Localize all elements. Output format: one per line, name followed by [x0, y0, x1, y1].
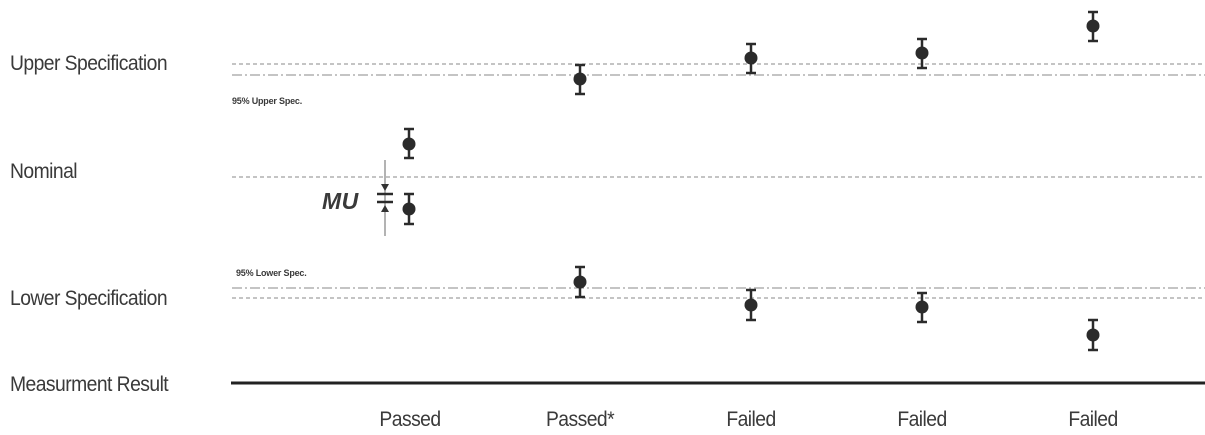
measurement-point-1b: [402, 192, 416, 226]
measurement-point-5a: [1086, 10, 1100, 43]
mu-indicator: [377, 160, 393, 236]
result-label-2: Passed*: [545, 408, 615, 431]
measurement-point-3a: [744, 42, 758, 75]
measurement-point-1a: [402, 127, 416, 160]
lower-95-spec-label: 95% Lower Spec.: [236, 268, 307, 278]
nominal-label: Nominal: [10, 160, 78, 183]
result-label-5: Failed: [1068, 408, 1118, 431]
upper-specification-label: Upper Specification: [10, 52, 168, 75]
measurement-point-5b: [1086, 318, 1100, 352]
result-label-1: Passed: [379, 408, 441, 431]
measurement-point-2a: [573, 63, 587, 96]
upper-95-spec-label: 95% Upper Spec.: [232, 96, 303, 106]
measurement-point-3b: [744, 288, 758, 322]
measurement-point-4b: [915, 291, 929, 324]
result-label-3: Failed: [726, 408, 776, 431]
mu-label: MU: [322, 188, 359, 214]
result-label-4: Failed: [897, 408, 947, 431]
mu-arrow-down: [381, 184, 389, 191]
mu-arrow-up: [381, 205, 389, 212]
measurement-point-4a: [915, 37, 929, 70]
lower-specification-label: Lower Specification: [10, 287, 168, 310]
measurement-point-2b: [573, 265, 587, 299]
measurement-result-label: Measurment Result: [10, 373, 169, 396]
